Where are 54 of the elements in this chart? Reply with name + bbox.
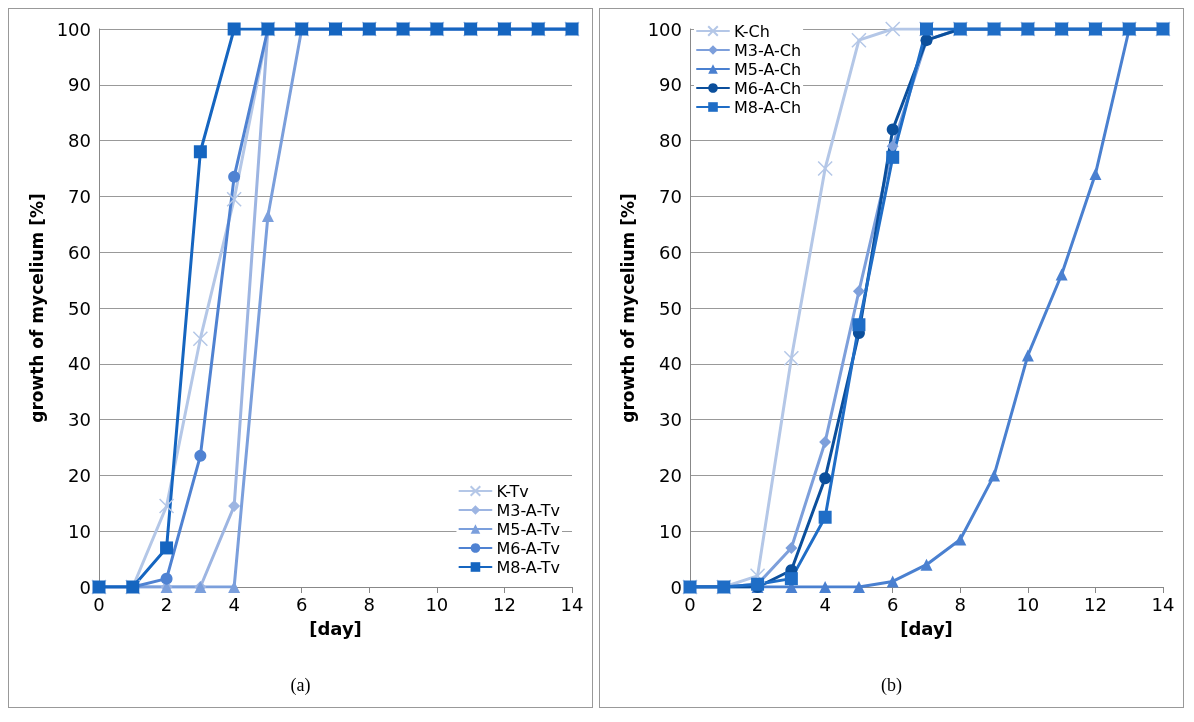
legend-label: K-Ch <box>734 21 770 41</box>
x-tick-label: 6 <box>886 593 899 615</box>
x-tick-label: 12 <box>492 593 516 615</box>
y-tick-label: 70 <box>68 185 91 207</box>
y-tick-label: 90 <box>68 74 91 96</box>
x-tick-label: 14 <box>1151 593 1175 615</box>
y-tick-label: 90 <box>659 74 682 96</box>
legend-label: M5-A-Tv <box>496 519 560 539</box>
x-axis-title: [day] <box>900 617 953 639</box>
text: (a) <box>290 675 311 696</box>
y-tick-label: 0 <box>79 576 91 598</box>
y-tick-label: 70 <box>659 185 682 207</box>
legend-label: M3-A-Tv <box>496 500 560 520</box>
y-tick-label: 20 <box>659 464 682 486</box>
y-tick-label: 0 <box>670 576 682 598</box>
y-tick-label: 10 <box>659 520 682 542</box>
y-tick-label: 40 <box>659 353 682 375</box>
y-tick-label: 40 <box>68 353 91 375</box>
x-tick-label: 10 <box>1016 593 1040 615</box>
x-tick-label: 4 <box>819 593 831 615</box>
y-tick-label: 80 <box>68 130 91 152</box>
x-tick-label: 12 <box>1083 593 1107 615</box>
x-axis-title: [day] <box>309 617 362 639</box>
y-tick-label: 100 <box>647 18 682 40</box>
legend-label: M6-A-Tv <box>496 538 560 558</box>
x-tick-label: 0 <box>684 593 696 615</box>
y-axis-title: growth of mycelium [%] <box>27 193 48 423</box>
legend-label: M8-A-Tv <box>496 557 560 577</box>
x-tick-label: 4 <box>228 593 240 615</box>
y-tick-label: 50 <box>659 297 682 319</box>
y-tick-label: 80 <box>659 130 682 152</box>
x-tick-label: 2 <box>751 593 764 615</box>
x-tick-label: 8 <box>363 593 376 615</box>
y-tick-label: 60 <box>659 241 682 263</box>
text: (b) <box>881 675 902 696</box>
y-tick-label: 20 <box>68 464 91 486</box>
x-tick-label: 0 <box>93 593 105 615</box>
x-tick-label: 2 <box>160 593 173 615</box>
legend-label: M6-A-Ch <box>734 78 802 98</box>
legend-label: M5-A-Ch <box>734 59 802 79</box>
x-tick-label: 10 <box>425 593 449 615</box>
legend-label: M8-A-Ch <box>734 97 802 117</box>
legend-label: M3-A-Ch <box>734 40 802 60</box>
y-tick-label: 60 <box>68 241 91 263</box>
x-tick-label: 14 <box>560 593 584 615</box>
legend-label: K-Tv <box>496 481 529 501</box>
y-tick-label: 10 <box>68 520 91 542</box>
y-tick-label: 30 <box>68 409 91 431</box>
y-axis-title: growth of mycelium [%] <box>618 193 639 423</box>
y-tick-label: 30 <box>659 409 682 431</box>
x-tick-label: 6 <box>295 593 308 615</box>
x-tick-label: 8 <box>954 593 967 615</box>
y-tick-label: 100 <box>56 18 91 40</box>
y-tick-label: 50 <box>68 297 91 319</box>
